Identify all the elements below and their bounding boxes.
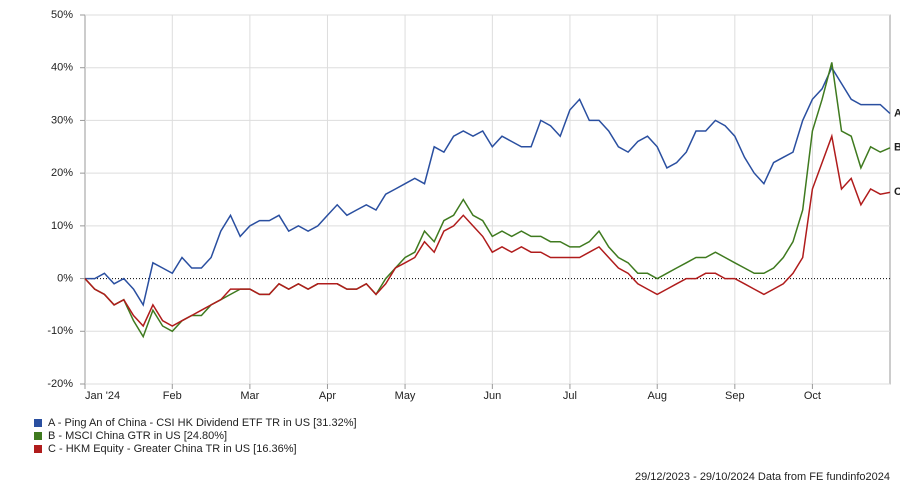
x-tick-label: Jun [483,390,501,402]
x-tick-label: Mar [240,390,259,402]
legend-label: B - MSCI China GTR in US [24.80%] [48,430,227,442]
y-tick-label: 20% [51,167,73,179]
legend-label: A - Ping An of China - CSI HK Dividend E… [48,417,357,429]
x-tick-label: Sep [725,390,745,402]
y-tick-label: 50% [51,9,73,21]
y-tick-label: 10% [51,220,73,232]
end-label: C [894,186,900,198]
x-tick-label: Aug [647,390,667,402]
footer: 29/12/2023 - 29/10/2024 Data from FE fun… [635,471,890,483]
series-line [84,62,891,339]
legend-label: C - HKM Equity - Greater China TR in US … [48,443,297,455]
y-tick-label: -10% [47,325,73,337]
x-tick-label: Oct [804,390,821,402]
x-tick-label: Apr [319,390,336,402]
y-tick-label: -20% [47,378,73,390]
legend-swatch [34,445,42,453]
end-label: B [894,142,900,154]
end-label: A [894,107,900,119]
plot-frame [84,14,891,385]
series-line [84,133,891,328]
x-tick-label: May [395,390,416,402]
y-tick-label: 0% [57,272,73,284]
x-tick-label: Jan '24 [85,390,120,402]
y-tick-label: 40% [51,62,73,74]
legend-swatch [34,432,42,440]
series-line [85,66,891,307]
x-tick-label: Feb [163,390,182,402]
x-tick-label: Jul [563,390,577,402]
y-tick-label: 30% [51,114,73,126]
legend-swatch [34,419,42,427]
